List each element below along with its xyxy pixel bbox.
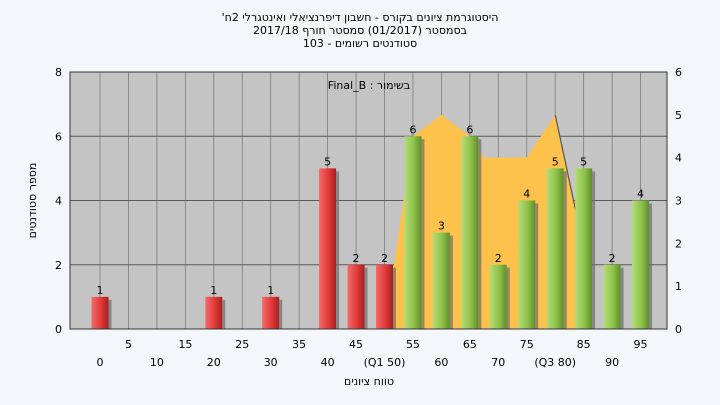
bar-shadow: [620, 267, 624, 329]
bar-shadow: [478, 139, 482, 329]
chart-title: היסטוגרמת ציונים בקורס - חשבון דיפרנציאל…: [222, 11, 499, 50]
x-tick-label-odd: 95: [634, 338, 648, 351]
y-tick-label: 6: [55, 130, 62, 143]
y2-tick-label: 5: [675, 109, 682, 122]
bar-shadow: [108, 299, 112, 329]
bar-shadow: [421, 139, 425, 329]
y-tick-label: 0: [55, 323, 62, 336]
bar-value-label: 1: [210, 284, 217, 297]
bar: [347, 264, 365, 329]
bar: [518, 200, 536, 329]
x-tick-label-odd: 85: [577, 338, 591, 351]
x-tick-label-even: 40: [321, 356, 335, 369]
x-tick-label-even: 70: [491, 356, 505, 369]
x-tick-label-even: 30: [264, 356, 278, 369]
x-tick-label-odd: 35: [292, 338, 306, 351]
bar-value-label: 2: [353, 252, 360, 265]
bar-value-label: 4: [637, 188, 644, 201]
bar-value-label: 6: [466, 123, 473, 136]
x-tick-label-odd: 65: [463, 338, 477, 351]
bar: [575, 168, 593, 329]
bar-shadow: [336, 171, 340, 329]
bar: [603, 264, 621, 329]
x-tick-label-even: (Q3 80): [534, 356, 576, 369]
bar: [91, 296, 109, 329]
bar-value-label: 6: [409, 123, 416, 136]
y2-tick-label: 2: [675, 237, 682, 250]
y2-tick-label: 3: [675, 195, 682, 208]
plot-frame: [69, 71, 668, 330]
bar: [376, 264, 393, 329]
bar-value-label: 2: [609, 252, 616, 265]
y2-tick-label: 0: [675, 323, 682, 336]
y2-tick-label: 6: [675, 66, 682, 79]
x-tick-label-even: 10: [150, 356, 164, 369]
x-tick-label-even: 20: [207, 356, 221, 369]
y-axis-label: מספר סטודנטים: [26, 163, 39, 239]
bar-value-label: 5: [580, 155, 587, 168]
x-tick-label-even: 0: [97, 356, 104, 369]
bar-shadow: [279, 299, 283, 329]
bars: 1 1 1 5 2 2 6 3 6 2 4 5 5 2 4: [91, 123, 653, 329]
x-tick-label-even: (Q1 50): [364, 356, 406, 369]
bar-value-label: 1: [267, 284, 274, 297]
title-line-2: בסמסטר (01/2017) סמסטר חורף 2017/18: [253, 24, 467, 37]
bar: [461, 136, 479, 329]
bar: [262, 296, 280, 329]
bar-value-label: 4: [523, 188, 530, 201]
x-tick-label-even: 90: [605, 356, 619, 369]
bar-shadow: [449, 235, 453, 329]
x-tick-label-odd: 5: [125, 338, 132, 351]
bar: [205, 296, 223, 329]
x-tick-label-odd: 55: [406, 338, 420, 351]
y2-tick-label: 4: [675, 152, 682, 165]
title-line-3: סטודנטים רשומים - 103: [303, 37, 417, 50]
title-line-1: היסטוגרמת ציונים בקורס - חשבון דיפרנציאל…: [222, 11, 499, 24]
bar-value-label: 5: [324, 155, 331, 168]
bar: [489, 264, 507, 329]
bar-shadow: [364, 267, 368, 329]
bar: [546, 168, 564, 329]
bar-shadow: [592, 171, 596, 329]
bar: [432, 232, 450, 329]
bar-shadow: [535, 203, 539, 329]
y-tick-label: 4: [55, 195, 62, 208]
x-tick-label-even: 60: [434, 356, 448, 369]
bar-value-label: 2: [381, 252, 388, 265]
bar: [632, 200, 650, 329]
chart-annotation: בשימור : Final_B: [328, 79, 410, 92]
x-tick-label-odd: 25: [235, 338, 249, 351]
bar-value-label: 2: [495, 252, 502, 265]
bar-value-label: 5: [552, 155, 559, 168]
bar-shadow: [393, 267, 396, 329]
bar-shadow: [222, 299, 226, 329]
x-tick-label-odd: 75: [520, 338, 534, 351]
x-tick-label-odd: 45: [349, 338, 363, 351]
y-tick-label: 2: [55, 259, 62, 272]
bar: [319, 168, 337, 329]
x-axis-label: טווח ציונים: [344, 375, 394, 388]
x-tick-label-odd: 15: [178, 338, 192, 351]
bar-shadow: [506, 267, 510, 329]
bar-shadow: [563, 171, 567, 329]
bar: [404, 136, 422, 329]
y2-tick-label: 1: [675, 280, 682, 293]
bar-value-label: 1: [97, 284, 104, 297]
bar-value-label: 3: [438, 220, 445, 233]
bar-shadow: [649, 203, 653, 329]
y-tick-label: 8: [55, 66, 62, 79]
